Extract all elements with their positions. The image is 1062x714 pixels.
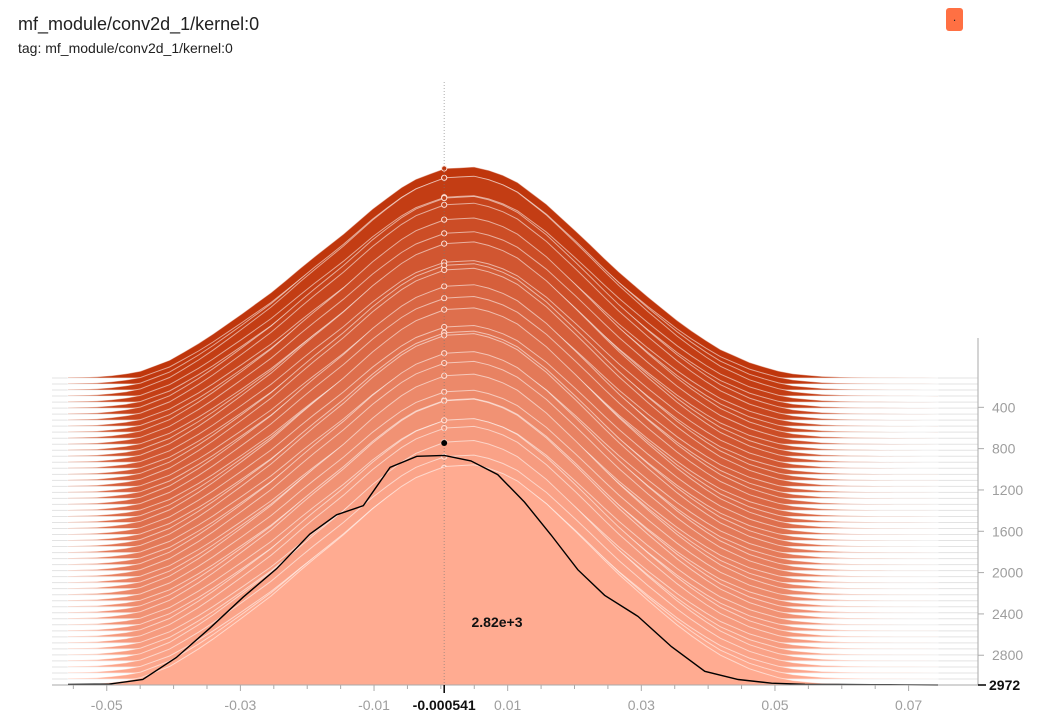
x-tick-label: 0.07	[895, 697, 922, 713]
step-tick-label: 1600	[992, 523, 1023, 539]
chart-title: mf_module/conv2d_1/kernel:0	[18, 14, 260, 34]
step-tick-label: 2400	[992, 606, 1023, 622]
step-tick-label: 2800	[992, 647, 1023, 663]
step-tick-label: 2000	[992, 565, 1023, 581]
x-tick-label: 0.05	[761, 697, 788, 713]
ridge-hover-point	[441, 165, 448, 172]
hover-step-label: 2972	[989, 677, 1020, 693]
x-tick-label: -0.05	[91, 697, 123, 713]
step-tick-label: 800	[992, 441, 1016, 457]
x-tick-label: -0.01	[358, 697, 390, 713]
ridge-series	[67, 165, 939, 686]
ridge-hover-point	[441, 266, 448, 274]
x-tick-label: -0.03	[224, 697, 256, 713]
highlight-hover-point	[441, 440, 448, 446]
x-tick-label: 0.01	[494, 697, 521, 713]
hover-count-label: 2.82e+3	[472, 614, 523, 630]
ridge-hover-point	[441, 194, 448, 202]
chart-tag: tag: mf_module/conv2d_1/kernel:0	[18, 40, 233, 56]
step-tick-label: 400	[992, 399, 1016, 415]
hover-x-label: -0.000541	[413, 697, 476, 713]
ridge-hover-point	[441, 306, 448, 313]
highlight-series-line	[67, 454, 939, 686]
series-color-badge[interactable]: .	[946, 8, 963, 31]
x-tick-label: 0.03	[628, 697, 655, 713]
ridge-hover-point	[441, 417, 448, 424]
ridge-area	[67, 464, 939, 686]
ridge-hover-point	[441, 424, 448, 432]
x-axis: -0.05 -0.03 -0.01 0.01 0.03 0.05 0.07 -0.000541	[52, 684, 978, 714]
step-axis: 400 800 1200 1600 2000 2400 2800 2972	[977, 338, 1023, 693]
ridge-hover-point	[441, 359, 448, 367]
step-tick-label: 1200	[992, 482, 1023, 498]
hover-x-label-bg	[406, 694, 483, 714]
